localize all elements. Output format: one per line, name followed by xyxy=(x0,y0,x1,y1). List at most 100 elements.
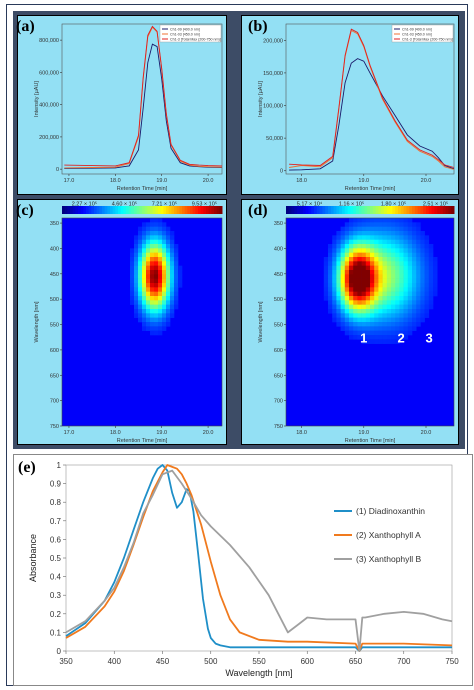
heatmap-cell xyxy=(386,330,392,336)
heatmap-cell xyxy=(403,278,409,284)
heatmap-cell xyxy=(146,239,151,245)
heatmap-cell xyxy=(158,322,163,327)
heatmap-cell xyxy=(166,244,171,249)
colorbar-segment xyxy=(426,206,430,214)
heatmap-cell xyxy=(340,235,346,240)
colorbar-segment xyxy=(147,206,151,214)
heatmap-cell xyxy=(399,239,404,245)
heatmap-cell xyxy=(382,287,388,292)
heatmap-cell xyxy=(146,304,151,310)
heatmap-cell xyxy=(142,270,147,275)
heatmap-cell xyxy=(142,326,147,331)
heatmap-cell xyxy=(361,257,367,262)
colorbar-segment xyxy=(372,206,377,214)
heatmap-cell xyxy=(399,287,404,292)
x-tick-label: 650 xyxy=(349,657,363,666)
colorbar-label: 2.27 × 10⁵ xyxy=(72,201,97,208)
heatmap-cell xyxy=(407,317,413,323)
heatmap-cell xyxy=(391,313,396,318)
heatmap-cell xyxy=(162,239,167,245)
heatmap-cell xyxy=(344,265,350,271)
heatmap-cell xyxy=(134,309,139,314)
heatmap-cell xyxy=(407,300,413,305)
x-tick-label: 18.0 xyxy=(110,430,121,436)
heatmap-cell xyxy=(416,304,421,310)
heatmap-cell xyxy=(361,326,367,331)
heatmap-cell xyxy=(416,274,421,279)
heatmap-cell xyxy=(403,239,409,245)
heatmap-cell xyxy=(138,257,143,262)
heatmap-cell xyxy=(353,335,358,340)
heatmap-cell xyxy=(391,248,396,253)
heatmap-cell xyxy=(395,252,400,258)
heatmap-cell xyxy=(391,317,396,323)
heatmap-cell xyxy=(336,322,341,327)
colorbar-segment xyxy=(203,206,207,214)
heatmap-cell xyxy=(399,296,404,301)
heatmap-cell xyxy=(142,287,147,292)
heatmap-cell xyxy=(395,326,400,331)
heatmap-cell xyxy=(336,296,341,301)
heatmap-cell xyxy=(166,296,171,301)
heatmap-cell xyxy=(428,296,434,301)
heatmap-cell xyxy=(353,330,358,336)
heatmap-cell xyxy=(336,278,341,284)
heatmap-cell xyxy=(361,291,367,297)
colorbar-segment xyxy=(216,206,220,214)
heatmap-cell xyxy=(420,265,425,271)
heatmap-cell xyxy=(332,265,337,271)
heatmap-cell xyxy=(420,291,425,297)
heatmap-cell xyxy=(357,222,362,227)
heatmap-cell xyxy=(357,257,362,262)
heatmap-cell xyxy=(407,222,413,227)
colorbar-segment xyxy=(102,206,106,214)
heatmap-cell xyxy=(395,265,400,271)
heatmap-cell xyxy=(386,252,392,258)
colorbar-segment xyxy=(297,206,301,214)
heatmap-cell xyxy=(178,265,183,271)
colorbar-segment xyxy=(434,206,438,214)
heatmap-cell xyxy=(382,265,388,271)
heatmap-cell xyxy=(433,287,438,292)
heatmap-cell xyxy=(357,330,362,336)
heatmap-cell xyxy=(332,274,337,279)
heatmap-cell xyxy=(370,304,375,310)
heatmap-cell xyxy=(138,248,143,253)
heatmap-cell xyxy=(162,304,167,310)
heatmap-cell xyxy=(336,248,341,253)
y-tick-label: 750 xyxy=(50,424,59,430)
heatmap-cell xyxy=(138,235,143,240)
heatmap-cell xyxy=(162,226,167,232)
colorbar-segment xyxy=(192,206,196,214)
heatmap-cell xyxy=(374,231,379,236)
heatmap-cell xyxy=(357,244,362,249)
colorbar-segment xyxy=(291,206,295,214)
heatmap-cell xyxy=(416,309,421,314)
heatmap-cell xyxy=(142,296,147,301)
heatmap-cell xyxy=(353,235,358,240)
heatmap-cell xyxy=(370,226,375,232)
colorbar-segment xyxy=(356,206,360,214)
heatmap-cell xyxy=(158,291,163,297)
peak-number-label: 1 xyxy=(360,330,367,345)
colorbar-segment xyxy=(155,206,159,214)
heatmap-cell xyxy=(382,335,388,340)
heatmap-cell xyxy=(154,261,159,266)
heatmap-cell xyxy=(349,335,354,340)
heatmap-cell xyxy=(412,322,417,327)
heatmap-cell xyxy=(374,274,379,279)
heatmap-cell xyxy=(403,274,409,279)
heatmap-cell xyxy=(150,222,155,227)
heatmap-cell xyxy=(154,283,159,288)
y-tick-label: 550 xyxy=(274,323,283,329)
heatmap-cell xyxy=(361,226,367,232)
heatmap-cell xyxy=(420,235,425,240)
heatmap-cell xyxy=(395,274,400,279)
heatmap-cell xyxy=(146,235,151,240)
heatmap-cell xyxy=(416,283,421,288)
heatmap-cell xyxy=(166,226,171,232)
panel-a-chromatogram: 0 200,000 400,000 600,000 800,000 17.0 18.0 19.… xyxy=(16,15,227,195)
heatmap-cell xyxy=(374,270,379,275)
heatmap-cell xyxy=(365,222,371,227)
heatmap-cell xyxy=(378,265,383,271)
